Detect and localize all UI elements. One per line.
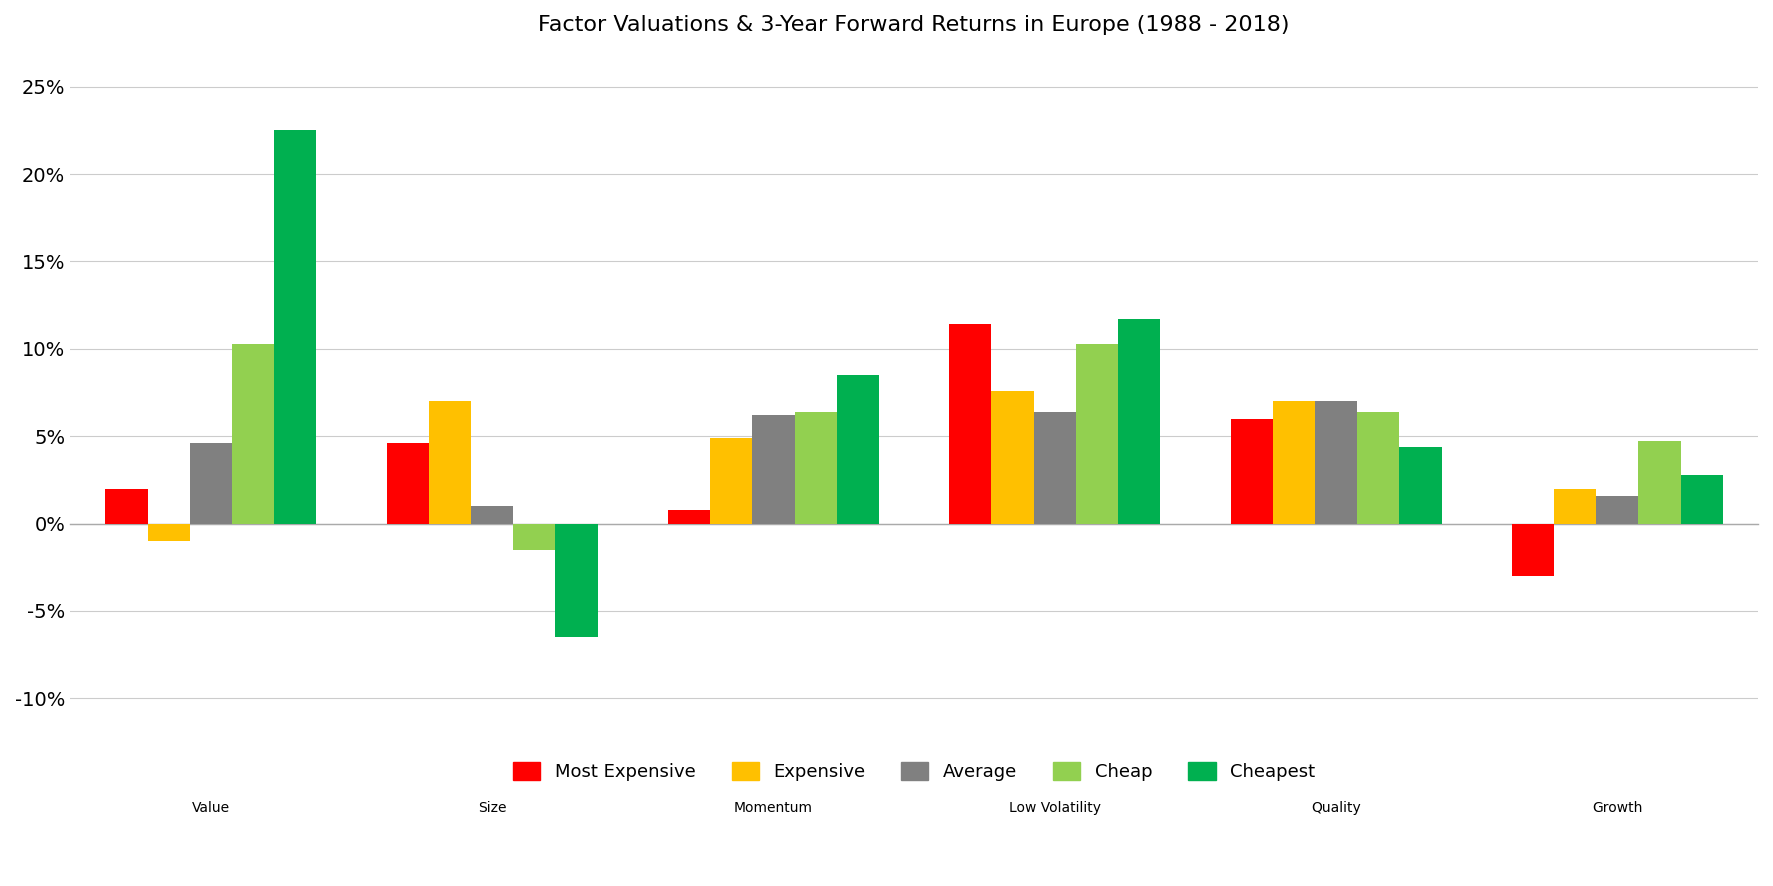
Title: Factor Valuations & 3-Year Forward Returns in Europe (1988 - 2018): Factor Valuations & 3-Year Forward Retur…: [539, 15, 1291, 35]
Bar: [387, 443, 429, 524]
Bar: [429, 401, 472, 524]
Bar: [275, 130, 316, 524]
Bar: [1230, 419, 1273, 524]
Bar: [105, 488, 147, 524]
Bar: [472, 506, 512, 524]
Bar: [1512, 524, 1555, 576]
Bar: [555, 524, 598, 637]
Bar: [147, 524, 190, 541]
Bar: [1034, 412, 1076, 524]
Bar: [711, 438, 752, 524]
Bar: [794, 412, 837, 524]
Bar: [752, 416, 794, 524]
Bar: [1273, 401, 1316, 524]
Bar: [949, 324, 991, 524]
Bar: [1076, 344, 1119, 524]
Bar: [1596, 495, 1638, 524]
Bar: [1399, 447, 1441, 524]
Bar: [512, 524, 555, 550]
Bar: [991, 391, 1034, 524]
Bar: [1681, 475, 1723, 524]
Bar: [1356, 412, 1399, 524]
Legend: Most Expensive, Expensive, Average, Cheap, Cheapest: Most Expensive, Expensive, Average, Chea…: [505, 754, 1323, 789]
Bar: [1119, 319, 1160, 524]
Bar: [1638, 441, 1681, 524]
Bar: [190, 443, 232, 524]
Bar: [1555, 488, 1596, 524]
Bar: [1316, 401, 1356, 524]
Bar: [232, 344, 275, 524]
Bar: [668, 509, 711, 524]
Bar: [837, 375, 879, 524]
